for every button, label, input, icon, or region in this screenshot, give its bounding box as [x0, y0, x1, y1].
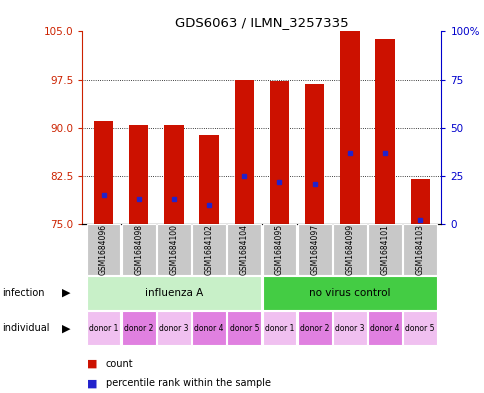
Bar: [164, 125, 183, 224]
Bar: [375, 39, 394, 224]
Bar: [262, 311, 296, 345]
Text: ■: ■: [87, 378, 98, 388]
Text: influenza A: influenza A: [145, 288, 203, 298]
Text: donor 1: donor 1: [89, 324, 118, 332]
Bar: [199, 136, 218, 224]
Bar: [333, 224, 366, 275]
Text: ▶: ▶: [61, 323, 70, 333]
Text: GSM1684100: GSM1684100: [169, 224, 178, 275]
Text: donor 1: donor 1: [264, 324, 294, 332]
Text: GSM1684099: GSM1684099: [345, 224, 354, 275]
Text: ■: ■: [87, 358, 98, 369]
Text: donor 5: donor 5: [405, 324, 434, 332]
Text: infection: infection: [2, 288, 45, 298]
Text: GSM1684102: GSM1684102: [204, 224, 213, 275]
Bar: [269, 81, 288, 224]
Bar: [87, 224, 120, 275]
Bar: [403, 311, 436, 345]
Bar: [87, 311, 120, 345]
Bar: [304, 84, 324, 224]
Bar: [94, 121, 113, 224]
Bar: [129, 125, 148, 224]
Text: percentile rank within the sample: percentile rank within the sample: [106, 378, 270, 388]
Bar: [157, 224, 190, 275]
Bar: [87, 276, 261, 310]
Text: donor 3: donor 3: [334, 324, 364, 332]
Bar: [367, 224, 401, 275]
Text: individual: individual: [2, 323, 50, 333]
Text: GSM1684104: GSM1684104: [239, 224, 248, 275]
Text: donor 2: donor 2: [124, 324, 153, 332]
Bar: [410, 179, 429, 224]
Text: GSM1684101: GSM1684101: [380, 224, 389, 275]
Title: GDS6063 / ILMN_3257335: GDS6063 / ILMN_3257335: [175, 16, 348, 29]
Text: GSM1684095: GSM1684095: [274, 224, 284, 275]
Bar: [192, 311, 226, 345]
Text: no virus control: no virus control: [308, 288, 390, 298]
Text: GSM1684097: GSM1684097: [310, 224, 318, 275]
Text: GSM1684103: GSM1684103: [415, 224, 424, 275]
Text: donor 4: donor 4: [194, 324, 224, 332]
Text: donor 2: donor 2: [300, 324, 329, 332]
Text: donor 5: donor 5: [229, 324, 258, 332]
Bar: [367, 311, 401, 345]
Bar: [297, 311, 331, 345]
Bar: [297, 224, 331, 275]
Text: GSM1684098: GSM1684098: [134, 224, 143, 275]
Bar: [227, 224, 261, 275]
Text: GSM1684096: GSM1684096: [99, 224, 108, 275]
Bar: [262, 224, 296, 275]
Bar: [403, 224, 436, 275]
Text: count: count: [106, 358, 133, 369]
Bar: [121, 311, 155, 345]
Bar: [234, 79, 254, 224]
Bar: [262, 276, 436, 310]
Bar: [157, 311, 190, 345]
Text: ▶: ▶: [61, 288, 70, 298]
Bar: [192, 224, 226, 275]
Bar: [333, 311, 366, 345]
Text: donor 3: donor 3: [159, 324, 188, 332]
Text: donor 4: donor 4: [370, 324, 399, 332]
Bar: [121, 224, 155, 275]
Bar: [339, 31, 359, 224]
Bar: [227, 311, 261, 345]
